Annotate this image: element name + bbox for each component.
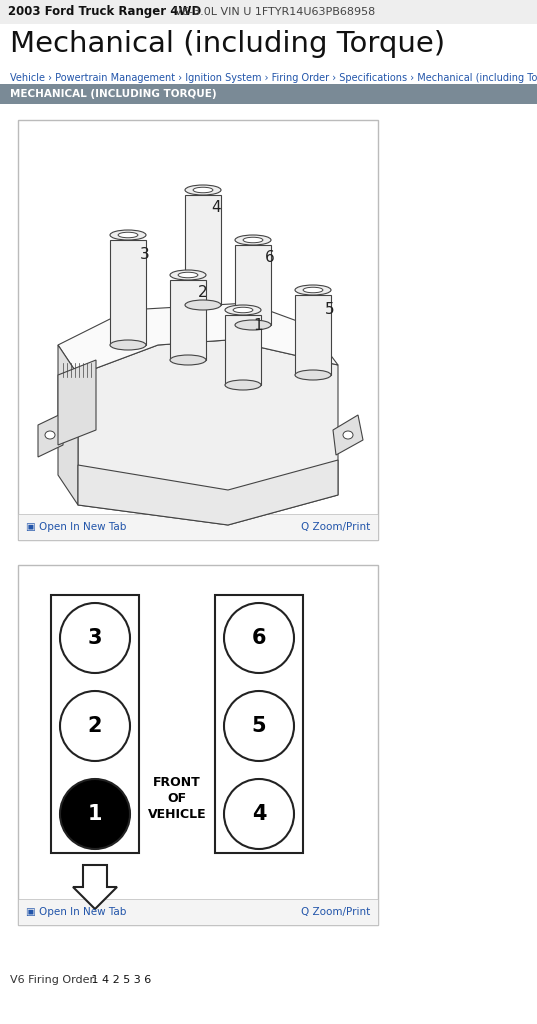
Ellipse shape bbox=[303, 288, 323, 293]
Text: 1 4 2 5 3 6: 1 4 2 5 3 6 bbox=[88, 975, 151, 985]
Polygon shape bbox=[58, 360, 96, 445]
Ellipse shape bbox=[235, 319, 271, 330]
Ellipse shape bbox=[185, 300, 221, 310]
Text: Mechanical (including Torque): Mechanical (including Torque) bbox=[10, 30, 445, 58]
Ellipse shape bbox=[118, 232, 138, 238]
Ellipse shape bbox=[110, 340, 146, 350]
Ellipse shape bbox=[295, 370, 331, 380]
Polygon shape bbox=[110, 240, 146, 345]
Circle shape bbox=[60, 691, 130, 761]
Text: 2: 2 bbox=[198, 285, 208, 300]
Polygon shape bbox=[73, 865, 117, 909]
Text: 6: 6 bbox=[265, 250, 275, 265]
Bar bbox=[215, 595, 303, 853]
Polygon shape bbox=[295, 295, 331, 375]
Circle shape bbox=[60, 603, 130, 673]
Circle shape bbox=[224, 779, 294, 849]
Text: 4: 4 bbox=[252, 804, 266, 824]
Text: V6 Firing Order:: V6 Firing Order: bbox=[10, 975, 98, 985]
Circle shape bbox=[60, 779, 130, 849]
Text: 1: 1 bbox=[253, 318, 263, 333]
Polygon shape bbox=[58, 345, 78, 505]
Ellipse shape bbox=[178, 272, 198, 278]
Polygon shape bbox=[58, 303, 338, 375]
Bar bbox=[18, 899, 378, 925]
Bar bbox=[51, 595, 139, 853]
Text: 5: 5 bbox=[325, 302, 335, 317]
Polygon shape bbox=[225, 315, 261, 385]
Ellipse shape bbox=[235, 234, 271, 245]
Polygon shape bbox=[38, 413, 63, 457]
Ellipse shape bbox=[295, 285, 331, 295]
Ellipse shape bbox=[170, 355, 206, 365]
Text: ▣ Open In New Tab: ▣ Open In New Tab bbox=[26, 907, 126, 918]
Text: ▣ Open In New Tab: ▣ Open In New Tab bbox=[26, 522, 126, 532]
Polygon shape bbox=[185, 195, 221, 305]
Ellipse shape bbox=[225, 380, 261, 390]
Text: 5: 5 bbox=[252, 716, 266, 736]
Ellipse shape bbox=[193, 187, 213, 193]
Ellipse shape bbox=[185, 185, 221, 195]
Text: Q Zoom/Print: Q Zoom/Print bbox=[301, 522, 370, 532]
Bar bbox=[18, 514, 378, 540]
Text: Vehicle › Powertrain Management › Ignition System › Firing Order › Specification: Vehicle › Powertrain Management › Igniti… bbox=[10, 73, 537, 83]
Text: 1: 1 bbox=[88, 804, 102, 824]
Text: 2003 Ford Truck Ranger 4WD: 2003 Ford Truck Ranger 4WD bbox=[8, 5, 201, 18]
Polygon shape bbox=[170, 280, 206, 360]
Text: V6-3.0L VIN U 1FTYR14U63PB68958: V6-3.0L VIN U 1FTYR14U63PB68958 bbox=[171, 7, 375, 17]
Text: 6: 6 bbox=[252, 628, 266, 648]
Polygon shape bbox=[235, 245, 271, 325]
Bar bbox=[18, 565, 378, 925]
Text: MECHANICAL (INCLUDING TORQUE): MECHANICAL (INCLUDING TORQUE) bbox=[10, 89, 216, 99]
Bar bbox=[18, 120, 378, 540]
Text: 2: 2 bbox=[88, 716, 102, 736]
Ellipse shape bbox=[45, 431, 55, 439]
Circle shape bbox=[224, 691, 294, 761]
Ellipse shape bbox=[343, 431, 353, 439]
Bar bbox=[0, 0, 537, 24]
Ellipse shape bbox=[170, 270, 206, 280]
Bar bbox=[0, 84, 537, 104]
Text: 3: 3 bbox=[88, 628, 102, 648]
Polygon shape bbox=[333, 415, 363, 455]
Text: FRONT
OF
VEHICLE: FRONT OF VEHICLE bbox=[148, 776, 206, 821]
Text: 4: 4 bbox=[211, 200, 221, 215]
Polygon shape bbox=[78, 340, 338, 525]
Ellipse shape bbox=[233, 307, 253, 312]
Polygon shape bbox=[78, 460, 338, 525]
Text: 3: 3 bbox=[140, 247, 150, 262]
Ellipse shape bbox=[110, 230, 146, 240]
Text: Q Zoom/Print: Q Zoom/Print bbox=[301, 907, 370, 918]
Circle shape bbox=[224, 603, 294, 673]
Ellipse shape bbox=[225, 305, 261, 315]
Ellipse shape bbox=[243, 238, 263, 243]
